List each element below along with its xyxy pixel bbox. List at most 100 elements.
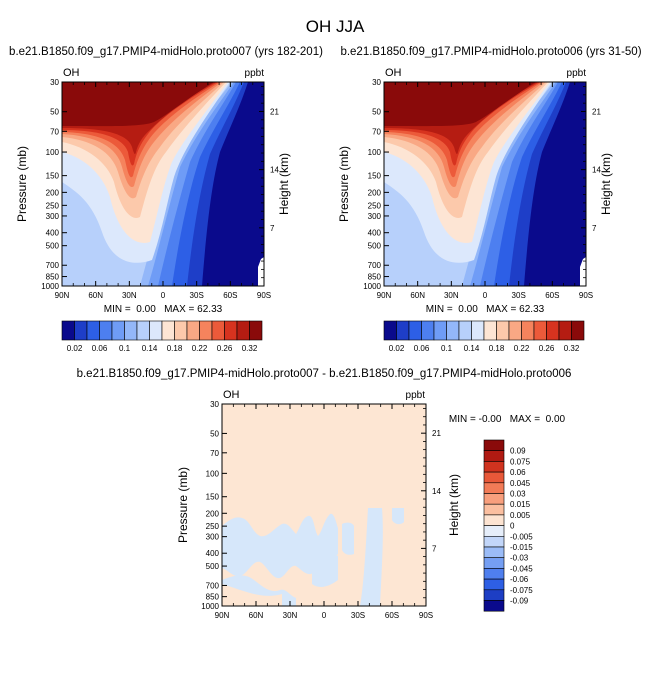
- colorbar-label: 0.22: [192, 344, 208, 353]
- colorbar-label: 0.14: [464, 344, 480, 353]
- y-tick-label: 150: [46, 172, 60, 181]
- colorbar-swatch: [458, 320, 472, 341]
- variable-label: OH: [223, 389, 240, 401]
- colorbar-swatch: [483, 568, 505, 580]
- height-tick-label: 21: [270, 107, 279, 116]
- y-tick-label: 400: [206, 549, 220, 558]
- colorbar-label: -0.015: [510, 543, 533, 552]
- colorbar-swatch: [236, 320, 250, 341]
- x-tick-label: 60N: [410, 291, 425, 300]
- colorbar-label: -0.03: [510, 554, 529, 563]
- y-tick-label: 150: [368, 172, 382, 181]
- y-tick-label: 300: [46, 212, 60, 221]
- colorbar-swatch: [483, 482, 505, 494]
- height-tick-label: 7: [432, 544, 437, 553]
- x-tick-label: 60S: [223, 291, 237, 300]
- y-tick-label: 300: [368, 212, 382, 221]
- height-tick-label: 7: [270, 224, 275, 233]
- colorbar-swatch: [446, 320, 460, 341]
- min-max-stats: MIN = 0.00 MAX = 62.33: [104, 304, 223, 315]
- y-tick-label: 200: [46, 188, 60, 197]
- x-tick-label: 30S: [512, 291, 526, 300]
- height-tick-label: 14: [432, 487, 441, 496]
- min-max-stats: MIN = 0.00 MAX = 62.33: [426, 304, 545, 315]
- colorbar-swatch: [86, 320, 100, 341]
- panel-proto006: b.e21.B1850.f09_g17.PMIP4-midHolo.proto0…: [337, 46, 642, 315]
- x-tick-labels: 90N 60N 30N 0 30S 60S 90S: [377, 291, 593, 300]
- panel-title: b.e21.B1850.f09_g17.PMIP4-midHolo.proto0…: [340, 46, 641, 58]
- y-tick-label: 200: [368, 188, 382, 197]
- x-tick-label: 90S: [579, 291, 593, 300]
- colorbar-swatch: [421, 320, 435, 341]
- colorbar-swatch: [99, 320, 113, 341]
- colorbar-swatch: [199, 320, 213, 341]
- height-tick-labels: 21 14 7: [592, 107, 601, 232]
- x-tick-label: 0: [483, 291, 488, 300]
- x-tick-label: 60N: [249, 611, 264, 620]
- colorbar-swatch: [161, 320, 175, 341]
- colorbar-label: -0.045: [510, 564, 533, 573]
- y-axis-label: Pressure (mb): [15, 146, 29, 222]
- x-tick-label: 0: [161, 291, 166, 300]
- y-tick-label: 100: [46, 148, 60, 157]
- y-tick-label: 250: [206, 522, 220, 531]
- y-tick-label: 200: [206, 509, 220, 518]
- colorbar-swatch: [124, 320, 138, 341]
- x-tick-label: 60S: [545, 291, 559, 300]
- panel-title: b.e21.B1850.f09_g17.PMIP4-midHolo.proto0…: [9, 46, 323, 58]
- colorbar-label: 0.005: [510, 511, 531, 520]
- y-tick-label: 850: [206, 593, 220, 602]
- height-tick-labels: 21 14 7: [270, 107, 279, 232]
- y-tick-label: 700: [206, 581, 220, 590]
- y-tick-label: 50: [50, 108, 59, 117]
- y-tick-label: 1000: [201, 602, 219, 611]
- colorbar-swatch: [174, 320, 188, 341]
- y-tick-label: 30: [50, 78, 59, 87]
- contour-field: [62, 82, 264, 286]
- x-tick-label: 30N: [444, 291, 459, 300]
- y-tick-label: 30: [372, 78, 381, 87]
- colorbar-swatch: [483, 600, 505, 612]
- colorbar-swatch: [483, 589, 505, 601]
- y-tick-label: 500: [206, 562, 220, 571]
- colorbar-swatch: [483, 493, 505, 505]
- colorbar-swatch: [136, 320, 150, 341]
- x-tick-label: 90S: [419, 611, 433, 620]
- colorbar-label: 0.32: [564, 344, 580, 353]
- y-tick-label: 100: [368, 148, 382, 157]
- colorbar-swatch: [149, 320, 163, 341]
- y-tick-label: 1000: [363, 282, 381, 291]
- colorbar-swatch: [483, 578, 505, 591]
- y-tick-label: 500: [368, 242, 382, 251]
- colorbar-swatch: [483, 525, 505, 537]
- colorbar-swatch: [483, 514, 505, 526]
- height-tick-label: 14: [270, 166, 279, 175]
- colorbar-label: -0.005: [510, 532, 533, 541]
- y-tick-label: 850: [46, 273, 60, 282]
- y-tick-label: 250: [368, 201, 382, 210]
- colorbar-swatch: [396, 320, 410, 341]
- colorbar-label: 0.18: [489, 344, 505, 353]
- height-tick-label: 7: [592, 224, 597, 233]
- colorbar-label: 0: [510, 522, 515, 531]
- colorbar-difference: 0.090.075 0.06 0.045 0.030.015 0.005 0-0.005 -…: [483, 439, 533, 612]
- y-tick-label: 1000: [41, 282, 59, 291]
- x-tick-label: 90N: [377, 291, 392, 300]
- colorbar-swatch: [558, 320, 572, 341]
- colorbar-label: 0.075: [510, 457, 531, 466]
- height-tick-label: 21: [592, 107, 601, 116]
- x-tick-label: 90N: [55, 291, 70, 300]
- colorbar-label: 0.045: [510, 479, 531, 488]
- colorbar-label: 0.02: [389, 344, 405, 353]
- contour-field: [222, 404, 426, 606]
- colorbar-label: 0.03: [510, 490, 526, 499]
- colorbar-label: 0.18: [167, 344, 183, 353]
- x-tick-label: 30N: [122, 291, 137, 300]
- height-tick-label: 14: [592, 166, 601, 175]
- y-tick-label: 300: [206, 533, 220, 542]
- colorbar-swatch: [483, 439, 505, 451]
- colorbar-label: 0.1: [119, 344, 131, 353]
